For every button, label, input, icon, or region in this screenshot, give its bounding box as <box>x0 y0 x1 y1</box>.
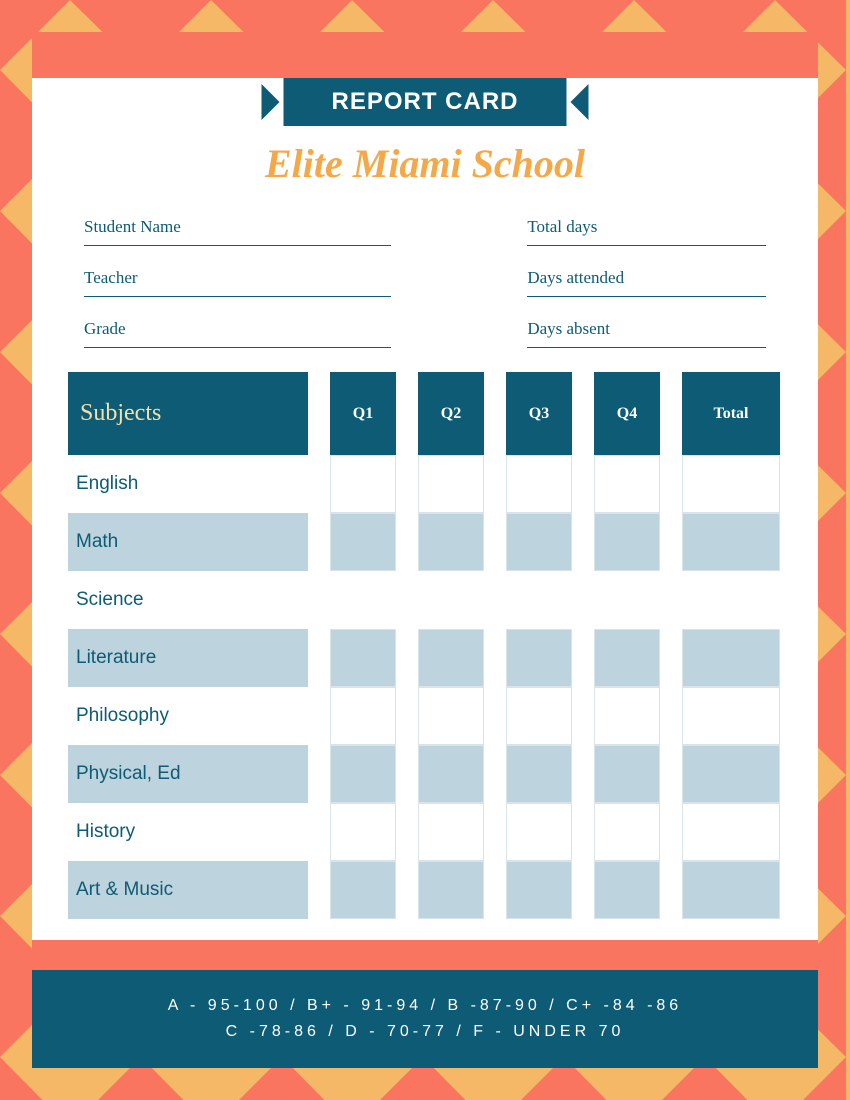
student-info-grid: Student Name Teacher Grade Total days Da… <box>84 205 766 358</box>
info-column-right: Total days Days attended Days absent <box>527 205 766 358</box>
grade-cell-q3[interactable] <box>506 629 572 687</box>
grades-table-header-row: Subjects Q1 Q2 Q3 Q4 Total <box>68 372 780 455</box>
grading-key-line-2: C -78-86 / D - 70-77 / F - UNDER 70 <box>226 1023 625 1041</box>
grade-cell-q4[interactable] <box>594 687 660 745</box>
grading-key-line-1: A - 95-100 / B+ - 91-94 / B -87-90 / C+ … <box>168 997 682 1015</box>
grade-cell-total[interactable] <box>682 513 780 571</box>
subject-name: Art & Music <box>68 861 308 919</box>
grade-cell-total[interactable] <box>682 571 780 629</box>
title-banner: REPORT CARD <box>261 78 588 126</box>
table-row: History <box>68 803 780 861</box>
field-days-absent[interactable]: Days absent <box>527 307 766 348</box>
grade-cell-q3[interactable] <box>506 861 572 919</box>
page-frame: REPORT CARD Elite Miami School Student N… <box>0 0 850 1100</box>
grade-cell-total[interactable] <box>682 745 780 803</box>
grade-cell-q1[interactable] <box>330 687 396 745</box>
subject-name: History <box>68 803 308 861</box>
table-row: Philosophy <box>68 687 780 745</box>
grade-cell-total[interactable] <box>682 861 780 919</box>
grade-cell-q2[interactable] <box>418 571 484 629</box>
table-row: English <box>68 455 780 513</box>
q4-header: Q4 <box>594 372 660 455</box>
grade-cell-q3[interactable] <box>506 455 572 513</box>
grade-cell-q2[interactable] <box>418 687 484 745</box>
field-student-name[interactable]: Student Name <box>84 205 391 246</box>
table-row: Physical, Ed <box>68 745 780 803</box>
grade-cell-q4[interactable] <box>594 455 660 513</box>
grade-cell-q2[interactable] <box>418 455 484 513</box>
grade-cell-q3[interactable] <box>506 687 572 745</box>
grade-cell-q1[interactable] <box>330 629 396 687</box>
field-days-attended[interactable]: Days attended <box>527 256 766 297</box>
grade-cell-q4[interactable] <box>594 571 660 629</box>
table-row: Math <box>68 513 780 571</box>
grade-cell-q4[interactable] <box>594 861 660 919</box>
subject-name: Physical, Ed <box>68 745 308 803</box>
grade-cell-q1[interactable] <box>330 513 396 571</box>
q1-header: Q1 <box>330 372 396 455</box>
grade-cell-q4[interactable] <box>594 629 660 687</box>
grade-cell-q1[interactable] <box>330 803 396 861</box>
grade-cell-q2[interactable] <box>418 803 484 861</box>
banner-arrow-right-icon <box>571 84 589 120</box>
grade-cell-q3[interactable] <box>506 513 572 571</box>
grade-cell-q3[interactable] <box>506 745 572 803</box>
q2-header: Q2 <box>418 372 484 455</box>
grade-cell-total[interactable] <box>682 803 780 861</box>
field-total-days[interactable]: Total days <box>527 205 766 246</box>
grade-cell-q4[interactable] <box>594 513 660 571</box>
grade-cell-q3[interactable] <box>506 571 572 629</box>
subject-name: English <box>68 455 308 513</box>
grades-table: Subjects Q1 Q2 Q3 Q4 Total EnglishMathSc… <box>68 372 780 919</box>
table-row: Science <box>68 571 780 629</box>
subject-name: Literature <box>68 629 308 687</box>
grade-cell-q3[interactable] <box>506 803 572 861</box>
grade-cell-q2[interactable] <box>418 745 484 803</box>
grade-cell-q4[interactable] <box>594 803 660 861</box>
grade-cell-q2[interactable] <box>418 861 484 919</box>
banner-arrow-left-icon <box>261 84 279 120</box>
info-column-left: Student Name Teacher Grade <box>84 205 391 358</box>
grade-cell-q1[interactable] <box>330 455 396 513</box>
grade-cell-q1[interactable] <box>330 861 396 919</box>
grade-cell-total[interactable] <box>682 455 780 513</box>
grade-cell-total[interactable] <box>682 687 780 745</box>
banner-title: REPORT CARD <box>283 78 566 126</box>
table-row: Art & Music <box>68 861 780 919</box>
grading-key-bar: A - 95-100 / B+ - 91-94 / B -87-90 / C+ … <box>32 970 818 1068</box>
grade-cell-q2[interactable] <box>418 513 484 571</box>
q3-header: Q3 <box>506 372 572 455</box>
school-name: Elite Miami School <box>265 140 585 187</box>
subject-name: Science <box>68 571 308 629</box>
subjects-column-header: Subjects <box>68 372 308 455</box>
grade-cell-q2[interactable] <box>418 629 484 687</box>
field-teacher[interactable]: Teacher <box>84 256 391 297</box>
total-header: Total <box>682 372 780 455</box>
subject-name: Philosophy <box>68 687 308 745</box>
table-row: Literature <box>68 629 780 687</box>
grade-cell-q4[interactable] <box>594 745 660 803</box>
field-grade[interactable]: Grade <box>84 307 391 348</box>
grade-cell-q1[interactable] <box>330 745 396 803</box>
subject-name: Math <box>68 513 308 571</box>
grade-cell-total[interactable] <box>682 629 780 687</box>
grade-cell-q1[interactable] <box>330 571 396 629</box>
